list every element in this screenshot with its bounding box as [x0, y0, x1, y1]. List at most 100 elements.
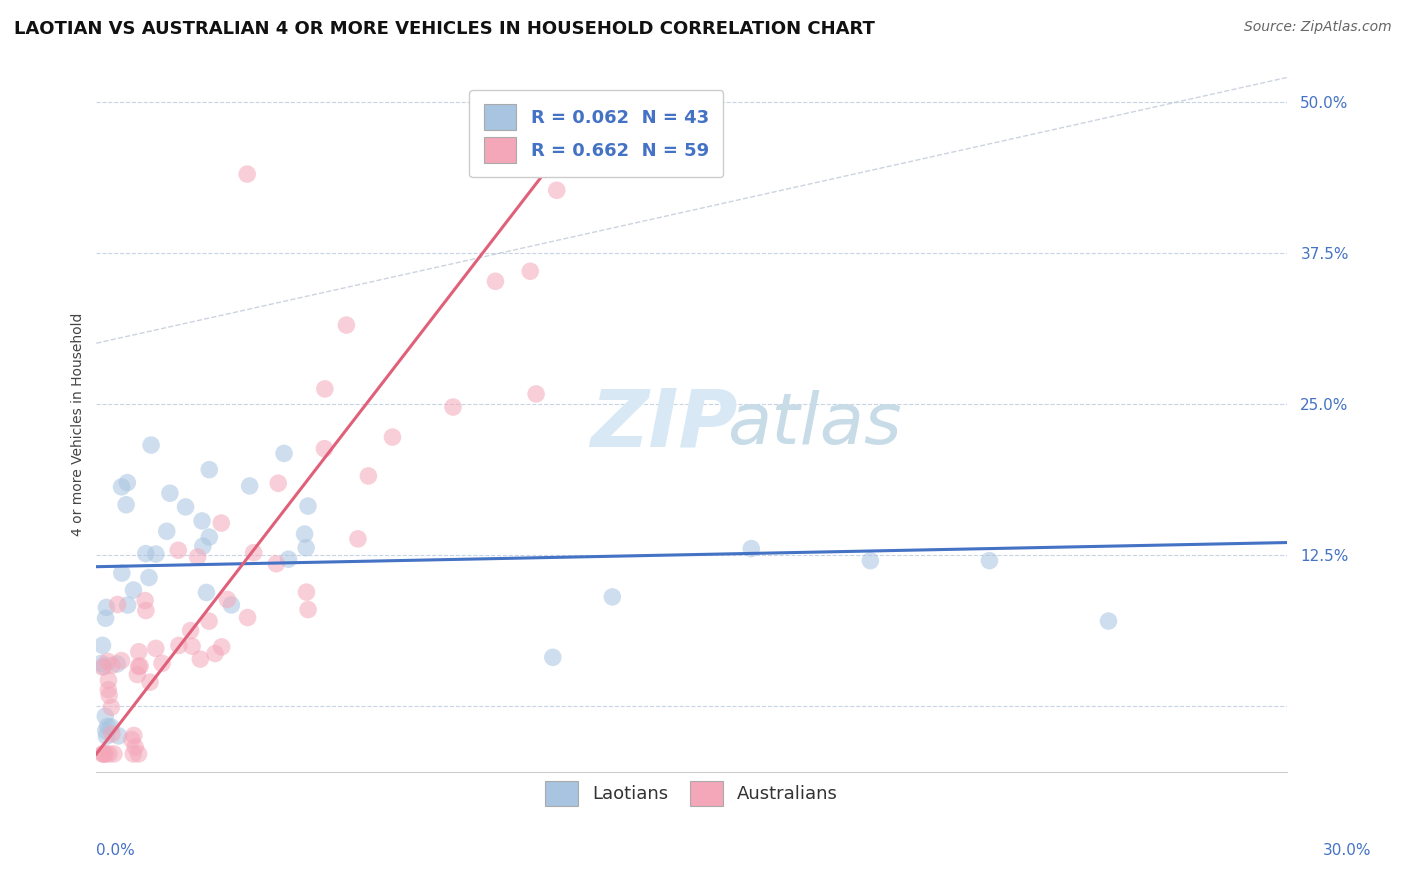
Point [335, 318, 357, 332]
Point [91, 747, 114, 761]
Point [111, 566, 134, 581]
Point [347, 532, 370, 546]
Point [167, 639, 190, 653]
Point [138, 570, 160, 584]
Point [159, 486, 181, 500]
Point [266, 557, 288, 571]
Point [97, 682, 120, 697]
Point [94, 611, 117, 625]
Point [217, 592, 239, 607]
Point [979, 554, 1001, 568]
Point [115, 498, 138, 512]
Point [236, 610, 259, 624]
Point [127, 667, 149, 681]
Point [145, 547, 167, 561]
Point [98, 688, 121, 702]
Point [740, 541, 762, 556]
Point [101, 727, 124, 741]
Point [93, 659, 115, 673]
Point [314, 442, 336, 456]
Point [188, 652, 211, 666]
Point [94, 747, 117, 761]
Point [209, 516, 232, 530]
Y-axis label: 4 or more Vehicles in Household: 4 or more Vehicles in Household [72, 313, 86, 536]
Point [198, 463, 221, 477]
Point [96, 719, 118, 733]
Point [91, 638, 114, 652]
Point [96, 729, 118, 743]
Point [90, 657, 112, 671]
Point [357, 469, 380, 483]
Point [546, 183, 568, 197]
Point [139, 438, 162, 452]
Point [135, 603, 157, 617]
Point [174, 500, 197, 514]
Point [187, 549, 209, 564]
Point [859, 554, 882, 568]
Point [121, 732, 143, 747]
Text: 30.0%: 30.0% [1323, 843, 1371, 858]
Point [297, 602, 319, 616]
Point [191, 539, 214, 553]
Point [122, 747, 145, 761]
Point [93, 747, 115, 761]
Point [110, 480, 132, 494]
Point [105, 657, 128, 671]
Point [129, 659, 152, 673]
Point [295, 541, 318, 555]
Point [107, 729, 129, 743]
Text: atlas: atlas [727, 391, 903, 459]
Point [100, 700, 122, 714]
Point [128, 659, 150, 673]
Point [191, 514, 214, 528]
Point [541, 650, 564, 665]
Point [602, 590, 624, 604]
Legend: Laotians, Australians: Laotians, Australians [537, 772, 846, 815]
Point [110, 654, 132, 668]
Point [96, 600, 118, 615]
Point [139, 675, 162, 690]
Point [180, 624, 202, 638]
Point [156, 524, 179, 539]
Point [484, 274, 506, 288]
Point [441, 400, 464, 414]
Point [94, 723, 117, 738]
Point [524, 387, 547, 401]
Point [294, 527, 316, 541]
Point [128, 747, 150, 761]
Point [97, 673, 120, 688]
Point [122, 728, 145, 742]
Point [236, 167, 259, 181]
Point [277, 552, 299, 566]
Point [167, 543, 190, 558]
Point [198, 530, 221, 544]
Point [117, 475, 139, 490]
Point [211, 640, 233, 654]
Point [134, 593, 156, 607]
Point [101, 658, 124, 673]
Text: LAOTIAN VS AUSTRALIAN 4 OR MORE VEHICLES IN HOUSEHOLD CORRELATION CHART: LAOTIAN VS AUSTRALIAN 4 OR MORE VEHICLES… [14, 20, 875, 37]
Point [267, 476, 290, 491]
Point [122, 582, 145, 597]
Point [100, 720, 122, 734]
Point [98, 747, 121, 761]
Point [150, 657, 173, 671]
Point [135, 547, 157, 561]
Point [519, 264, 541, 278]
Text: ZIP: ZIP [591, 385, 738, 464]
Point [381, 430, 404, 444]
Point [1097, 614, 1119, 628]
Text: 0.0%: 0.0% [96, 843, 135, 858]
Point [107, 598, 129, 612]
Point [242, 546, 264, 560]
Point [94, 709, 117, 723]
Point [204, 647, 226, 661]
Point [91, 660, 114, 674]
Point [221, 598, 243, 612]
Text: Source: ZipAtlas.com: Source: ZipAtlas.com [1244, 20, 1392, 34]
Point [181, 640, 204, 654]
Point [124, 739, 146, 754]
Point [314, 382, 336, 396]
Point [195, 585, 218, 599]
Point [97, 654, 120, 668]
